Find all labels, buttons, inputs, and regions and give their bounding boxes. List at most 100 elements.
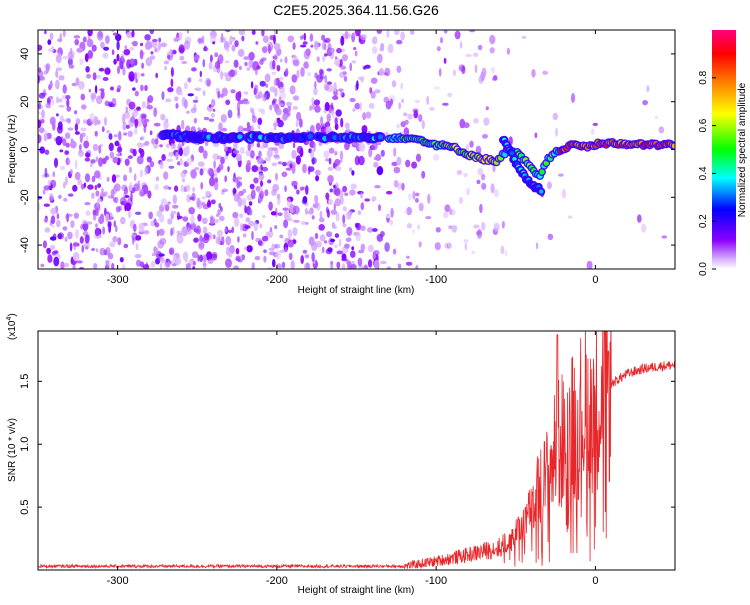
spectrogram-noise-cell — [217, 54, 224, 65]
spectrogram-noise-cell — [461, 65, 466, 75]
spectrogram-noise-cell — [360, 243, 366, 251]
spectrogram-noise-cell — [159, 144, 163, 148]
spectrogram-noise-cell — [95, 74, 102, 79]
spectrogram-noise-cell — [324, 101, 330, 112]
spectrogram-noise-cell — [140, 261, 145, 268]
spectrogram-noise-cell — [270, 211, 277, 216]
spectrogram-noise-cell — [350, 183, 358, 190]
spectrogram-noise-cell — [132, 87, 136, 91]
spectrogram-noise-cell — [324, 53, 328, 57]
spectrogram-noise-cell — [293, 219, 300, 223]
spectrogram-secondary-cell — [509, 151, 515, 156]
spectrogram-noise-cell — [117, 65, 120, 75]
spectrogram-noise-cell — [139, 169, 143, 178]
spectrogram-noise-cell — [438, 68, 442, 77]
spectrogram-noise-cell — [272, 122, 279, 127]
spectrogram-noise-cell — [251, 230, 254, 241]
spectrogram-noise-cell — [208, 61, 213, 70]
spectrogram-noise-cell — [153, 247, 159, 254]
spectrogram-noise-cell — [248, 208, 253, 216]
spectrogram-noise-cell — [170, 228, 173, 237]
spectrogram-noise-cell — [230, 89, 236, 94]
spectrogram-noise-cell — [336, 261, 341, 269]
spectrogram-noise-cell — [412, 190, 416, 200]
spectrogram-noise-cell — [391, 161, 399, 167]
spectrogram-noise-cell — [400, 82, 404, 90]
spectrogram-noise-cell — [405, 261, 413, 266]
spectrogram-noise-cell — [211, 98, 216, 108]
spectrogram-noise-cell — [68, 64, 75, 69]
spectrogram-x-label: Height of straight line (km) — [298, 285, 415, 296]
spectrogram-noise-cell — [334, 56, 338, 60]
spectrogram-noise-cell — [159, 161, 164, 170]
spectrogram-noise-cell — [263, 249, 267, 253]
spectrogram-noise-cell — [249, 183, 255, 190]
spectrogram-noise-cell — [342, 54, 348, 62]
spectrogram-noise-cell — [145, 40, 152, 50]
spectrogram-noise-cell — [149, 30, 155, 35]
spectrogram-noise-cell — [285, 101, 293, 107]
spectrogram-noise-cell — [473, 224, 480, 229]
spectrogram-noise-cell — [237, 107, 240, 117]
spectrogram-noise-cell — [109, 212, 113, 220]
spectrogram-noise-cell — [190, 126, 196, 132]
y-tick-label: -40 — [19, 237, 31, 253]
x-tick-label: 0 — [592, 575, 598, 587]
spectrogram-noise-cell — [115, 206, 121, 213]
spectrogram-noise-cell — [302, 41, 308, 45]
spectrogram-noise-cell — [406, 206, 412, 216]
spectrogram-noise-cell — [63, 262, 70, 268]
spectrogram-noise-cell — [535, 242, 539, 250]
spectrogram-noise-cell — [112, 156, 119, 164]
spectrogram-noise-cell — [225, 236, 232, 246]
spectrogram-noise-cell — [98, 157, 103, 167]
spectrogram-noise-cell — [62, 138, 67, 147]
spectrogram-noise-cell — [220, 70, 224, 80]
spectrogram-noise-cell — [346, 260, 351, 269]
spectrogram-noise-cell — [418, 241, 422, 248]
spectrogram-noise-cell — [351, 170, 355, 176]
spectrogram-noise-cell — [415, 153, 422, 162]
spectrogram-noise-cell — [483, 117, 490, 126]
spectrogram-noise-cell — [279, 76, 284, 81]
spectrogram-noise-cell — [231, 226, 235, 234]
colorbar-tick-label: 0.2 — [698, 214, 709, 228]
spectrogram-noise-cell — [264, 73, 271, 83]
spectrogram-noise-cell — [49, 116, 56, 126]
spectrogram-noise-cell — [269, 104, 273, 111]
spectrogram-noise-cell — [90, 92, 97, 100]
spectrogram-noise-cell — [128, 71, 135, 81]
spectrogram-noise-cell — [83, 140, 90, 149]
spectrogram-noise-cell — [116, 146, 123, 153]
spectrogram-noise-cell — [360, 34, 367, 41]
spectrogram-noise-cell — [50, 244, 56, 251]
spectrogram-noise-cell — [282, 161, 287, 167]
spectrogram-noise-cell — [415, 264, 419, 269]
spectrogram-noise-cell — [140, 84, 144, 92]
spectrogram-noise-cell — [49, 236, 57, 241]
spectrogram-noise-cell — [140, 113, 147, 119]
spectrogram-y-ticks: -40 -20 0 20 40 — [19, 48, 675, 253]
spectrogram-noise-cell — [490, 183, 495, 194]
spectrogram-noise-cell — [342, 214, 346, 224]
spectrogram-noise-cell — [334, 187, 341, 197]
spectrogram-noise-cell — [182, 251, 189, 261]
spectrogram-noise-cell — [130, 116, 136, 123]
spectrogram-noise-cell — [97, 119, 101, 125]
spectrogram-noise-cell — [371, 196, 377, 202]
spectrogram-noise-cell — [119, 59, 123, 69]
spectrogram-noise-cell — [277, 212, 283, 216]
spectrogram-noise-cell — [386, 190, 393, 195]
spectrogram-noise-cell — [186, 110, 190, 114]
spectrogram-noise-cell — [145, 57, 153, 67]
spectrogram-noise-cell — [304, 207, 308, 216]
spectrogram-noise-cell — [332, 95, 339, 100]
spectrogram-noise-cell — [331, 110, 336, 119]
spectrogram-noise-cell — [86, 221, 93, 225]
spectrogram-noise-cell — [267, 44, 272, 54]
spectrogram-noise-cell — [165, 143, 170, 148]
spectrogram-noise-cell — [244, 100, 251, 105]
spectrogram-noise-cell — [314, 194, 319, 204]
spectrogram-noise-cell — [49, 80, 53, 89]
